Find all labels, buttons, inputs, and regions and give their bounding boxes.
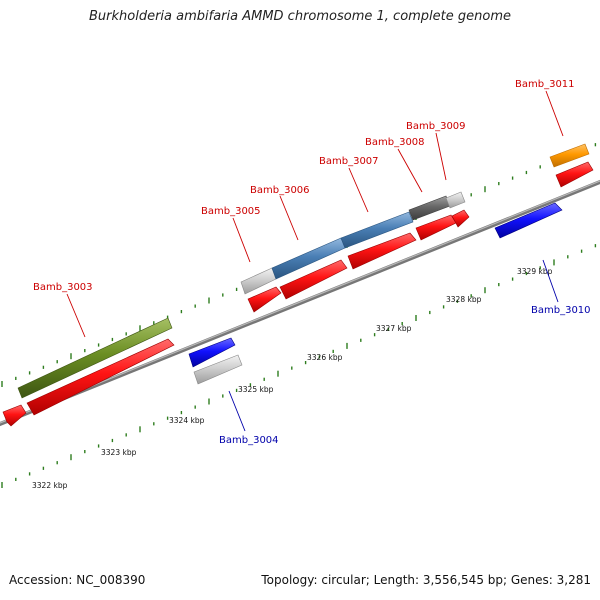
scale-label-3322: 3322 kbp (32, 481, 68, 490)
scale-label-3326: 3326 kbp (307, 353, 343, 362)
callout-line-3003 (66, 293, 86, 338)
cds-arrow-3005[interactable] (247, 286, 282, 313)
map-title: Burkholderia ambifaria AMMD chromosome 1… (88, 9, 512, 24)
scale-label-3323: 3323 kbp (101, 448, 137, 457)
gene-label-3009[interactable]: Bamb_3009 (406, 121, 466, 132)
gene-label-3008[interactable]: Bamb_3008 (365, 137, 425, 148)
gene-bar-3004[interactable] (193, 354, 243, 385)
cds-arrow-3008[interactable] (415, 214, 457, 241)
gene-bar-3011[interactable] (549, 143, 590, 168)
cds-arrow-3006[interactable] (279, 259, 348, 300)
cds-arrow-3010[interactable] (494, 202, 563, 239)
cds-arrows (2, 161, 594, 427)
gene-label-3004[interactable]: Bamb_3004 (219, 435, 279, 446)
callout-line-3010 (542, 259, 559, 303)
accession-text: Accession: NC_008390 (9, 573, 146, 587)
scale-label-3329: 3329 kbp (517, 267, 553, 276)
callout-line-3007 (348, 167, 369, 213)
genome-summary-text: Topology: circular; Length: 3,556,545 bp… (261, 573, 591, 587)
gene-features (17, 143, 590, 399)
gene-label-3007[interactable]: Bamb_3007 (319, 156, 379, 167)
callout-line-3004 (228, 390, 246, 432)
scale-label-3325: 3325 kbp (238, 385, 274, 394)
callout-line-3008 (397, 148, 423, 193)
genome-backbone (0, 179, 600, 427)
cds-arrow-3007[interactable] (347, 232, 417, 270)
cds-arrow-3002[interactable] (2, 404, 27, 427)
scale-label-3327: 3327 kbp (376, 324, 412, 333)
gene-bar-3009[interactable] (445, 191, 466, 209)
scale-label-3328: 3328 kbp (446, 295, 482, 304)
gene-bar-3008[interactable] (408, 195, 451, 221)
gene-bar-3007[interactable] (340, 211, 414, 249)
gene-label-3003[interactable]: Bamb_3003 (33, 282, 93, 293)
callout-line-3011 (545, 90, 564, 137)
gene-bar-3003[interactable] (17, 317, 173, 399)
cds-arrow-3003[interactable] (26, 338, 175, 416)
callout-line-3009 (435, 132, 447, 181)
cds-arrow-3011[interactable] (555, 161, 594, 188)
scale-ticks-lower (1, 244, 597, 488)
callout-line-3005 (232, 217, 251, 263)
gene-label-3011[interactable]: Bamb_3011 (515, 79, 575, 90)
gene-label-3006[interactable]: Bamb_3006 (250, 185, 310, 196)
scale-label-3324: 3324 kbp (169, 416, 205, 425)
cds-arrow-3009[interactable] (451, 209, 470, 228)
gene-label-3010[interactable]: Bamb_3010 (531, 305, 591, 316)
callout-lines (66, 90, 564, 432)
callout-line-3006 (279, 195, 299, 241)
cds-arrow-3004[interactable] (188, 337, 236, 368)
gene-label-3005[interactable]: Bamb_3005 (201, 206, 261, 217)
